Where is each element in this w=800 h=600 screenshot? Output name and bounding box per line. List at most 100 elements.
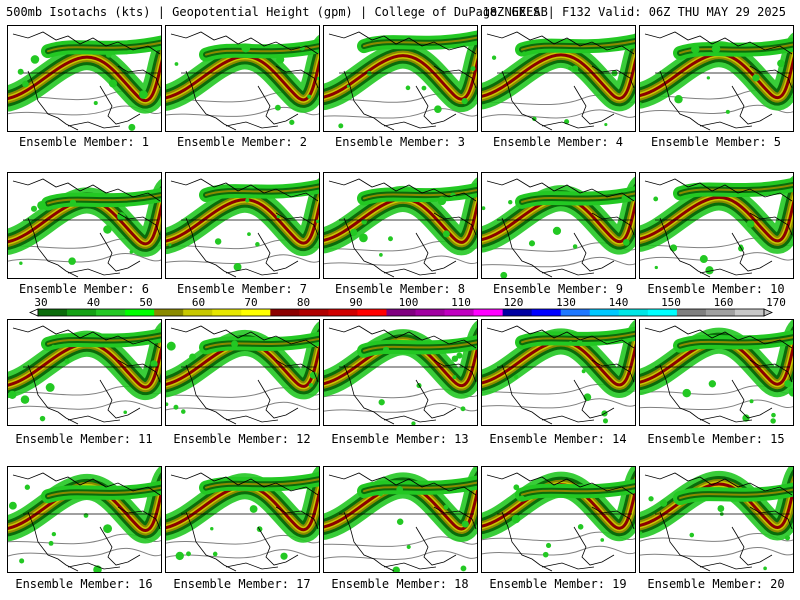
ensemble-panel [323, 25, 478, 132]
ensemble-member-label: Ensemble Member: 14 [489, 432, 627, 446]
colorbar-tick-label: 70 [244, 297, 257, 309]
colorbar-swatch [67, 309, 97, 316]
ensemble-panel [323, 466, 478, 573]
colorbar-tick-label: 90 [349, 297, 362, 309]
colorbar-swatch [444, 309, 475, 316]
ensemble-member-label: Ensemble Member: 13 [331, 432, 469, 446]
colorbar-swatch [618, 309, 649, 316]
colorbar-swatch [676, 309, 707, 316]
jet-stream-map [8, 178, 161, 278]
jet-stream-map [324, 467, 477, 572]
colorbar-tick-label: 60 [192, 297, 205, 309]
colorbar-swatch [734, 309, 765, 316]
jet-stream-map [8, 322, 161, 425]
jet-stream-map [482, 320, 635, 425]
colorbar-swatch [386, 309, 417, 316]
colorbar-swatch [328, 309, 358, 316]
colorbar-swatch [299, 309, 329, 316]
ensemble-panel [7, 466, 162, 573]
colorbar-swatch [96, 309, 126, 316]
map-header: 500mb Isotachs (kts) | Geopotential Heig… [0, 0, 800, 24]
ensemble-panel [481, 466, 636, 573]
colorbar-swatch [647, 309, 678, 316]
jet-stream-map [640, 467, 793, 572]
colorbar-swatch [589, 309, 620, 316]
jet-stream-map [166, 31, 319, 131]
jet-stream-map [640, 175, 793, 278]
ensemble-member-label: Ensemble Member: 17 [173, 577, 311, 591]
ensemble-member-label: Ensemble Member: 4 [492, 135, 624, 149]
colorbar-right-arrow [763, 308, 773, 317]
ensemble-member-label: Ensemble Member: 11 [15, 432, 153, 446]
ensemble-member-label: Ensemble Member: 7 [176, 282, 308, 296]
jet-stream-map [8, 31, 161, 131]
ensemble-panel [165, 319, 320, 426]
colorbar-tick-label: 30 [34, 297, 47, 309]
jet-stream-map [482, 31, 635, 131]
jet-stream-map [640, 31, 793, 131]
ensemble-member-label: Ensemble Member: 16 [15, 577, 153, 591]
ensemble-panel [7, 319, 162, 426]
colorbar-tick-label: 50 [139, 297, 152, 309]
colorbar-left-arrow [29, 308, 39, 317]
header-title: 500mb Isotachs (kts) | Geopotential Heig… [6, 5, 548, 19]
ensemble-panel [7, 172, 162, 279]
colorbar-tick-label: 110 [451, 297, 471, 309]
ensemble-member-label: Ensemble Member: 5 [650, 135, 782, 149]
colorbar-tick-label: 120 [504, 297, 524, 309]
colorbar-tick-label: 130 [556, 297, 576, 309]
colorbar-swatch [270, 309, 300, 316]
ensemble-panel [7, 25, 162, 132]
colorbar-swatch [38, 309, 68, 316]
colorbar-swatch [154, 309, 184, 316]
ensemble-panel [639, 172, 794, 279]
colorbar-swatch [212, 309, 242, 316]
ensemble-panel [165, 172, 320, 279]
ensemble-member-label: Ensemble Member: 6 [18, 282, 150, 296]
ensemble-panel [323, 172, 478, 279]
ensemble-panel [481, 25, 636, 132]
jet-stream-map [482, 467, 635, 572]
isotach-colorbar: 30 40 50 60 70 80 90 100 110 120 130 140 150 160 170 [29, 297, 786, 317]
colorbar-tick-label: 160 [714, 297, 734, 309]
ensemble-panel [639, 466, 794, 573]
colorbar-swatch [415, 309, 446, 316]
jet-stream-map [166, 321, 319, 425]
ensemble-panel [165, 466, 320, 573]
ensemble-member-label: Ensemble Member: 2 [176, 135, 308, 149]
ensemble-panel [639, 319, 794, 426]
ensemble-panel [165, 25, 320, 132]
ensemble-member-label: Ensemble Member: 15 [647, 432, 785, 446]
colorbar-swatch [531, 309, 562, 316]
colorbar-swatch [473, 309, 504, 316]
ensemble-panel [639, 25, 794, 132]
colorbar-swatch [125, 309, 155, 316]
colorbar-tick-label: 100 [399, 297, 419, 309]
jet-stream-map [166, 178, 319, 278]
colorbar-tick-label: 40 [87, 297, 100, 309]
jet-stream-map [324, 177, 477, 278]
ensemble-member-label: Ensemble Member: 20 [647, 577, 785, 591]
ensemble-panel [323, 319, 478, 426]
colorbar-tick-label: 170 [766, 297, 786, 309]
jet-stream-map [324, 30, 477, 131]
header-run-info: 18Z GEFS | F132 Valid: 06Z THU MAY 29 20… [482, 5, 786, 19]
ensemble-member-label: Ensemble Member: 1 [18, 135, 150, 149]
ensemble-member-label: Ensemble Member: 10 [647, 282, 785, 296]
ensemble-member-label: Ensemble Member: 9 [492, 282, 624, 296]
ensemble-member-label: Ensemble Member: 8 [334, 282, 466, 296]
ensemble-panel [481, 319, 636, 426]
ensemble-member-label: Ensemble Member: 19 [489, 577, 627, 591]
jet-stream-map [482, 176, 635, 278]
colorbar-swatch [241, 309, 271, 316]
colorbar-swatch [705, 309, 736, 316]
ensemble-member-label: Ensemble Member: 3 [334, 135, 466, 149]
colorbar-tick-label: 80 [297, 297, 310, 309]
ensemble-member-label: Ensemble Member: 12 [173, 432, 311, 446]
colorbar-swatch [560, 309, 591, 316]
colorbar-swatch [502, 309, 533, 316]
colorbar-swatch [357, 309, 387, 316]
jet-stream-map [640, 320, 793, 425]
jet-stream-map [166, 467, 319, 572]
jet-stream-map [8, 467, 161, 572]
